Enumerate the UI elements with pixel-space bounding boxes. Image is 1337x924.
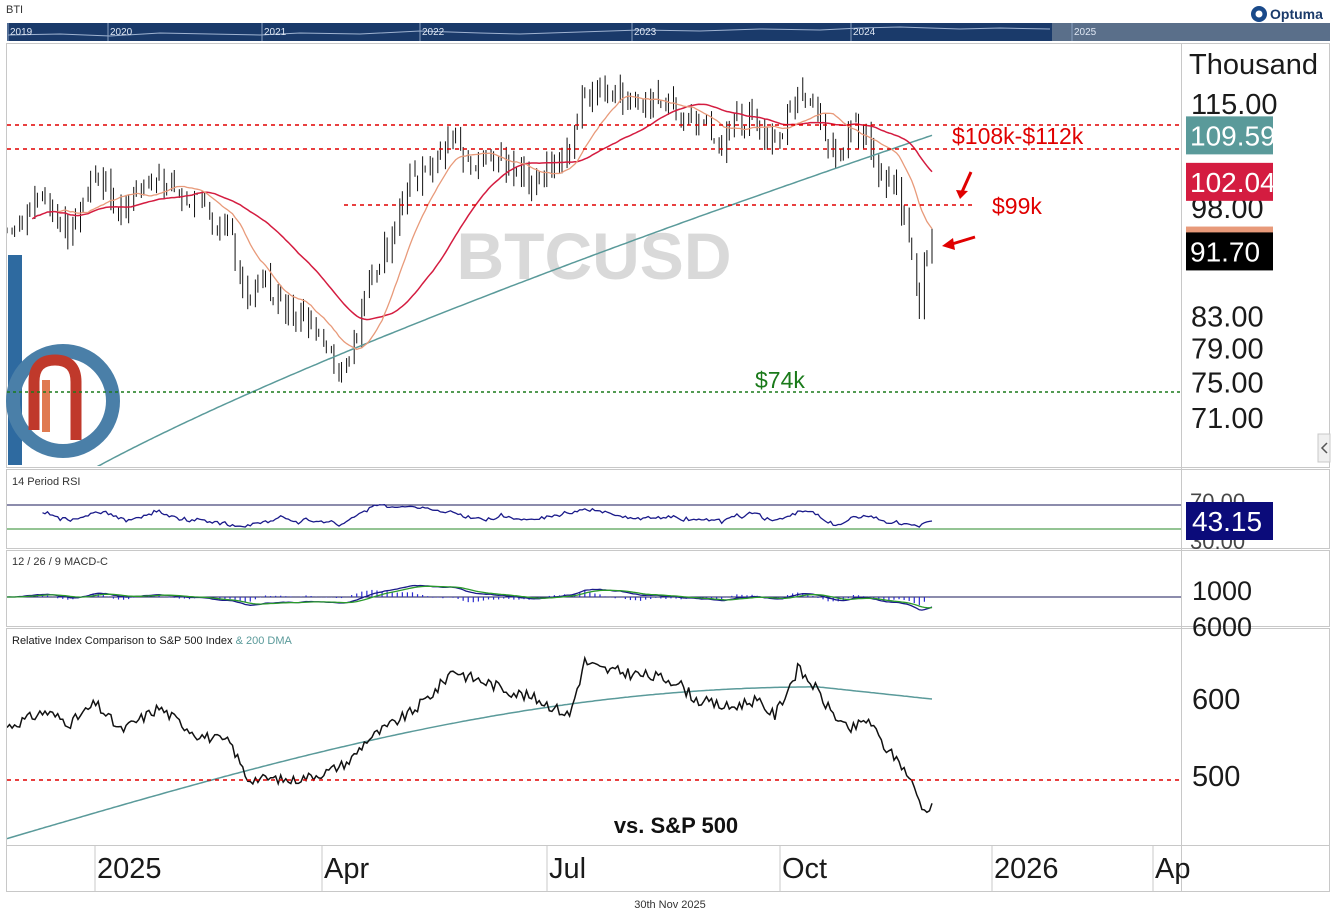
price-tag-bg xyxy=(1186,116,1273,155)
navigator-year-label: 2020 xyxy=(110,27,133,38)
watermark-symbol: BTCUSD xyxy=(457,219,732,293)
price-tick-label: 83.00 xyxy=(1191,301,1264,333)
relative-tick-600: 600 xyxy=(1192,684,1240,716)
macd-tick-1000: 1000 xyxy=(1192,576,1252,606)
price-tick-label: 79.00 xyxy=(1191,333,1264,365)
time-axis-label: 2025 xyxy=(97,853,162,885)
rsi-line xyxy=(42,504,933,528)
navigator-year-label: 2019 xyxy=(10,27,33,38)
navigator-future-range[interactable] xyxy=(1052,23,1330,41)
time-axis-label: Jul xyxy=(549,853,586,885)
macd-signal-line xyxy=(7,585,933,609)
price-tag-bg xyxy=(1186,232,1273,271)
price-tag-value: 91.70 xyxy=(1190,236,1260,267)
ma50-line xyxy=(31,103,933,321)
resistance-band-label: $108k-$112k xyxy=(952,123,1084,149)
rsi-value-text: 43.15 xyxy=(1192,506,1262,537)
price-tag-bg xyxy=(1186,162,1273,201)
relative-tick-500: 500 xyxy=(1192,761,1240,793)
navigator-year-label: 2022 xyxy=(422,27,445,38)
units-label: Thousand xyxy=(1189,49,1318,81)
navigator-year-label: 2025 xyxy=(1074,27,1097,38)
relative-title-ma: & 200 DMA xyxy=(236,635,293,647)
time-axis-label: Oct xyxy=(782,853,827,885)
macd-panel-frame xyxy=(6,550,1330,627)
time-axis-label: 2026 xyxy=(994,853,1059,885)
relative-caption: vs. S&P 500 xyxy=(614,813,738,838)
ma20-line xyxy=(57,95,933,351)
relative-panel-title: Relative Index Comparison to S&P 500 Ind… xyxy=(12,635,293,647)
optuma-logo: Optuma xyxy=(1251,6,1323,22)
rsi-panel-frame xyxy=(6,469,1330,549)
time-navigator[interactable]: 2019 2020 2021 2022 2023 2024 2025 xyxy=(7,23,1330,41)
chevron-left-icon xyxy=(1320,442,1328,454)
ma200-line xyxy=(96,134,933,466)
scroll-right-button[interactable] xyxy=(1317,433,1331,463)
macd-panel-title: 12 / 26 / 9 MACD-C xyxy=(12,556,108,568)
rsi-panel-title: 14 Period RSI xyxy=(12,476,80,488)
navigator-selected-range[interactable] xyxy=(7,23,1052,41)
price-tag-value: 102.04 xyxy=(1190,167,1276,198)
price-tick-label: 75.00 xyxy=(1191,367,1264,399)
price-tick-label: 115.00 xyxy=(1191,89,1278,121)
relative-200dma-line xyxy=(7,686,933,840)
optuma-logo-text: Optuma xyxy=(1270,6,1323,22)
navigator-sparkline xyxy=(7,26,1051,37)
navigator-year-label: 2023 xyxy=(634,27,657,38)
relative-line xyxy=(7,655,933,814)
red-arrow-icon xyxy=(956,171,973,199)
footer-date: 30th Nov 2025 xyxy=(634,899,706,911)
time-axis-label: Ap xyxy=(1155,853,1190,885)
price-tick-label: 71.00 xyxy=(1191,403,1264,435)
macd-tick-6000: 6000 xyxy=(1192,612,1252,642)
rsi-value-tag: 43.15 xyxy=(1186,502,1273,540)
x-axis-frame xyxy=(6,845,1330,892)
resistance-99-label: $99k xyxy=(992,193,1042,219)
navigator-year-label: 2021 xyxy=(264,27,287,38)
time-axis: 2025 Apr Jul Oct 2026 Ap xyxy=(94,846,1190,891)
red-arrow-icon xyxy=(942,235,976,250)
price-tag-value: 109.59 xyxy=(1190,120,1276,151)
time-axis-label: Apr xyxy=(324,853,369,885)
main-panel-frame xyxy=(6,43,1330,468)
relative-title-main: Relative Index Comparison to S&P 500 Ind… xyxy=(12,635,233,647)
support-74-label: $74k xyxy=(755,367,805,393)
navigator-year-label: 2024 xyxy=(853,27,876,38)
price-candles xyxy=(7,74,933,383)
brand-logo xyxy=(6,255,120,465)
app-title: BTI xyxy=(6,4,23,16)
